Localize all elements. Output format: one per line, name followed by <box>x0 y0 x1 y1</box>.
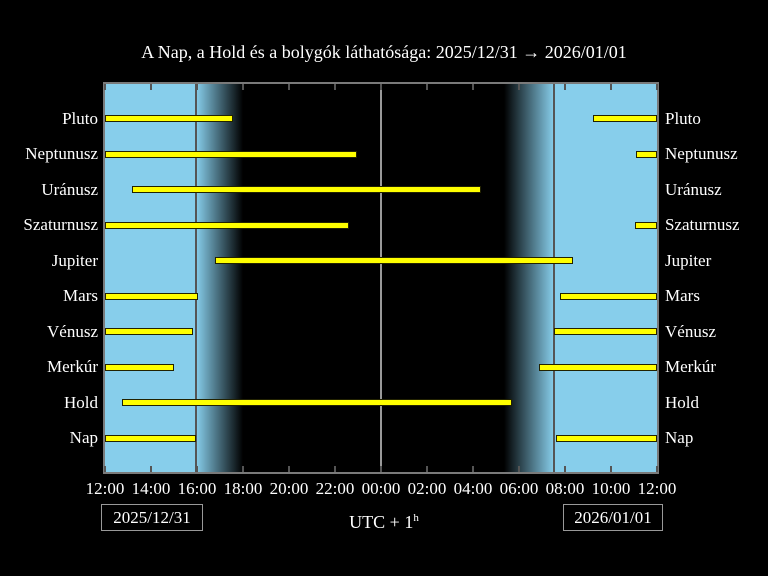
visibility-bar <box>214 257 574 264</box>
end-date-box: 2026/01/01 <box>563 504 663 531</box>
visibility-bar <box>105 150 358 158</box>
visibility-bar <box>105 115 234 122</box>
timezone-text: UTC + 1 <box>349 512 414 532</box>
x-tick <box>426 84 428 90</box>
timezone-label: UTC + 1h <box>284 506 484 532</box>
x-tick-label: 12:00 <box>85 479 125 498</box>
x-tick <box>150 84 152 90</box>
row-label-right: Uránusz <box>665 179 722 199</box>
x-tick <box>288 84 290 90</box>
row-label-left: Uránusz <box>41 179 98 199</box>
row-label-left: Nap <box>69 428 98 447</box>
x-tick <box>518 84 520 90</box>
x-tick-label: 18:00 <box>223 479 263 498</box>
row-label-right: Merkúr <box>665 357 716 376</box>
x-tick <box>334 84 336 90</box>
visibility-bar <box>559 292 657 300</box>
row-label-left: Jupiter <box>51 250 98 270</box>
visibility-bar <box>636 150 657 158</box>
row-label-left: Hold <box>64 392 98 412</box>
x-tick <box>196 466 198 472</box>
x-tick <box>242 84 244 90</box>
row-label-right: Mars <box>665 286 700 305</box>
x-tick <box>610 84 612 90</box>
x-tick <box>472 84 474 90</box>
x-tick <box>380 84 382 90</box>
start-date-box: 2025/12/31 <box>101 504 203 531</box>
visibility-bar <box>592 115 657 122</box>
x-tick <box>196 84 198 90</box>
x-tick-label: 20:00 <box>269 479 309 498</box>
visibility-bar <box>634 221 657 229</box>
midnight-line <box>380 84 382 472</box>
row-label-right: Hold <box>665 392 699 412</box>
visibility-bar <box>105 328 194 335</box>
x-tick <box>380 466 382 472</box>
x-tick-label: 02:00 <box>407 479 447 498</box>
visibility-bar <box>539 363 657 371</box>
x-tick <box>334 466 336 472</box>
x-tick-label: 04:00 <box>453 479 493 498</box>
row-label-right: Szaturnusz <box>665 215 740 234</box>
x-tick <box>564 84 566 90</box>
x-tick <box>472 466 474 472</box>
x-tick <box>104 466 106 472</box>
x-tick-label: 22:00 <box>315 479 355 498</box>
row-label-right: Nap <box>665 428 694 447</box>
row-label-right: Neptunusz <box>665 144 738 163</box>
x-tick-label: 06:00 <box>499 479 539 498</box>
timezone-superscript: h <box>413 512 419 524</box>
x-tick-label: 00:00 <box>361 479 401 498</box>
x-tick-label: 10:00 <box>591 479 631 498</box>
x-tick-label: 08:00 <box>545 479 585 498</box>
visibility-bar <box>105 292 198 300</box>
visibility-bar <box>556 434 657 442</box>
x-tick <box>426 466 428 472</box>
x-tick <box>242 466 244 472</box>
chart-title: A Nap, a Hold és a bolygók láthatósága: … <box>141 42 627 62</box>
visibility-bar <box>131 186 482 193</box>
x-tick-label: 12:00 <box>637 479 677 498</box>
visibility-bar <box>122 399 513 406</box>
row-label-left: Neptunusz <box>25 144 98 163</box>
sunset-line <box>195 84 198 472</box>
x-tick <box>564 466 566 472</box>
visibility-bar <box>105 434 197 442</box>
visibility-bar <box>105 221 350 229</box>
x-tick <box>610 466 612 472</box>
row-label-left: Szaturnusz <box>23 215 98 234</box>
visibility-bar <box>105 363 174 371</box>
x-tick <box>150 466 152 472</box>
x-tick <box>104 84 106 90</box>
x-tick <box>288 466 290 472</box>
visibility-bar <box>553 328 657 335</box>
x-tick-label: 16:00 <box>177 479 217 498</box>
x-tick-label: 14:00 <box>131 479 171 498</box>
sunrise-line <box>552 84 555 472</box>
row-label-right: Jupiter <box>665 250 712 270</box>
x-tick <box>656 84 658 90</box>
x-tick <box>656 466 658 472</box>
row-label-left: Vénusz <box>47 321 98 341</box>
row-label-left: Mars <box>63 286 98 305</box>
row-label-right: Pluto <box>665 108 701 128</box>
row-label-left: Merkúr <box>47 357 98 376</box>
row-label-right: Vénusz <box>665 321 716 341</box>
x-tick <box>518 466 520 472</box>
plot-area <box>103 82 659 474</box>
row-label-left: Pluto <box>62 108 98 128</box>
